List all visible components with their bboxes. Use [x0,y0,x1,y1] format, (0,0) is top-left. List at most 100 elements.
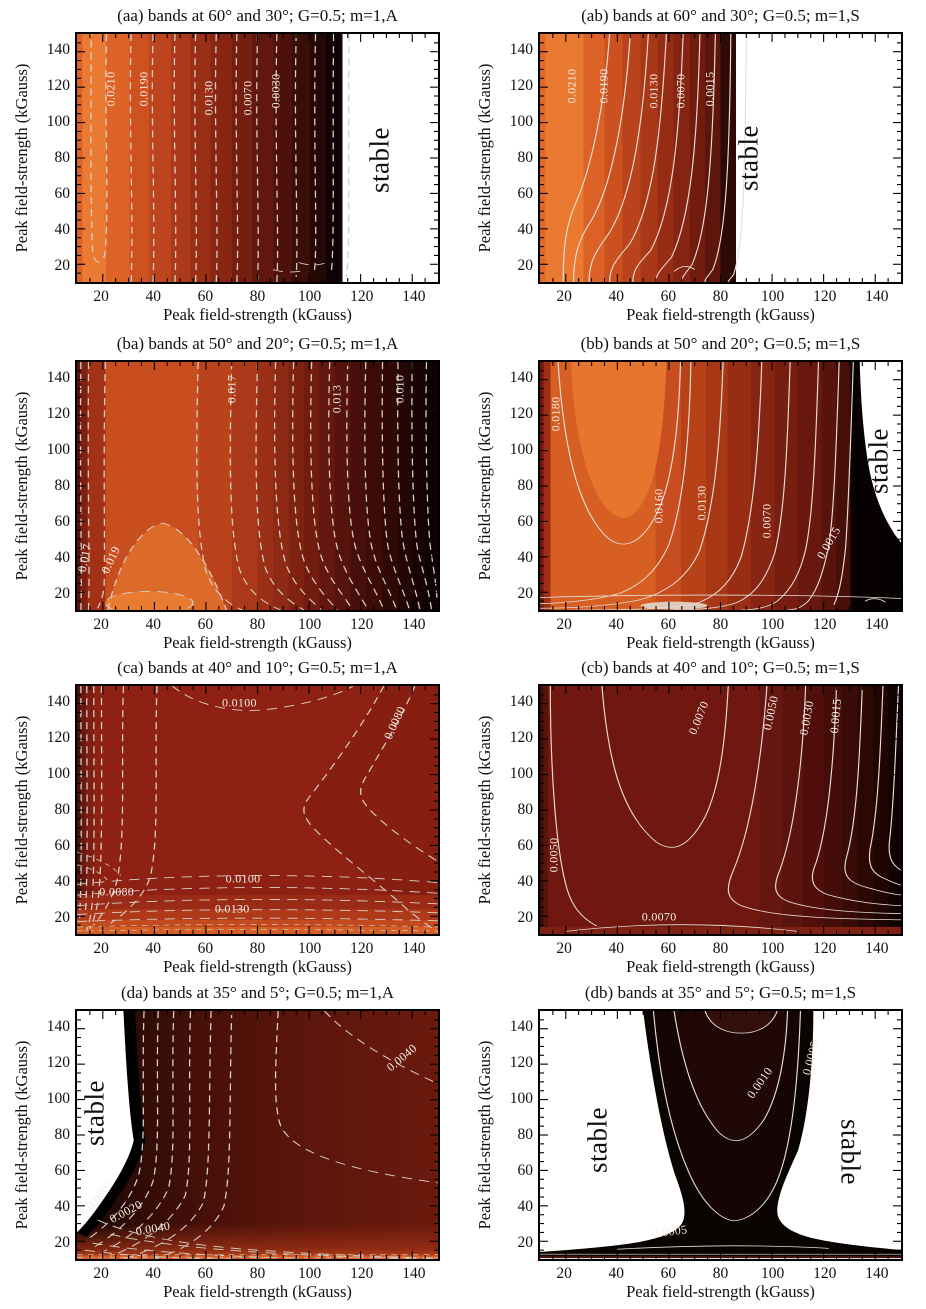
stable-region-label: stable [863,428,894,495]
y-tick-label: 120 [46,405,70,422]
y-tick-label: 100 [509,441,533,458]
y-tick-label: 60 [517,837,534,854]
contour-label: 0.0190 [596,68,611,104]
y-tick-label: 140 [46,369,70,386]
contour-label: 0.0100 [222,695,257,710]
y-tick-label: 100 [46,113,70,130]
y-tick-label: 20 [517,1234,534,1251]
y-tick-label: 80 [54,477,71,494]
contour-label: 0.0070 [641,909,677,924]
x-tick-label: 100 [761,1265,785,1282]
y-tick-label: 100 [46,765,70,782]
contour-label: 0.0210 [103,71,118,106]
x-axis-label: Peak field-strength (kGauss) [163,633,352,652]
contour-plot-ab: 0.0210 0.0190 0.0130 0.0070 0.0015 stable [538,32,903,284]
y-tick-label: 60 [54,185,71,202]
y-tick-label: 60 [54,837,71,854]
panel-title: (ab) bands at 60° and 30°; G=0.5; m=1,S [581,6,860,25]
x-tick-label: 20 [556,616,572,633]
panel-da: (da) bands at 35° and 5°; G=0.5; m=1,A P… [0,979,463,1307]
x-tick-label: 100 [761,616,785,633]
contour-label: 0.0130 [214,901,250,916]
contour-label: 0.0130 [201,81,216,116]
x-axis-label: Peak field-strength (kGauss) [163,305,352,324]
x-tick-label: 20 [556,288,572,305]
x-tick-label: 120 [813,288,837,305]
x-tick-label: 60 [660,1265,677,1282]
x-tick-label: 140 [402,940,426,957]
x-tick-label: 140 [402,616,426,633]
x-tick-label: 60 [197,616,214,633]
x-tick-label: 100 [298,1265,322,1282]
y-axis-ticks: 20 40 60 80 100 120 140 [34,1009,70,1261]
stable-region-label: stable [835,1119,866,1186]
x-tick-label: 40 [145,616,161,633]
x-axis-label: Peak field-strength (kGauss) [626,633,815,652]
x-tick-label: 60 [197,288,214,305]
y-tick-label: 60 [517,513,534,530]
x-tick-label: 80 [712,616,729,633]
x-tick-label: 20 [556,1265,572,1282]
stable-region-label: stable [364,127,395,194]
contour-plot-db: 0.0010 0.0005 0.0005 stable stable [538,1009,903,1261]
y-tick-label: 60 [517,185,534,202]
x-tick-label: 60 [660,940,677,957]
contour-label: 0.0070 [759,503,774,539]
y-axis-ticks: 20 40 60 80 100 120 140 [34,684,70,936]
contour-label: 0.0015 [702,71,717,106]
y-tick-label: 80 [517,1126,534,1143]
x-tick-label: 120 [813,940,837,957]
contour-map-ba [77,362,438,610]
x-tick-label: 120 [813,1265,837,1282]
y-tick-label: 40 [54,1198,71,1215]
y-tick-label: 20 [517,257,534,274]
y-axis-ticks: 20 40 60 80 100 120 140 [497,360,533,612]
y-tick-label: 20 [517,585,534,602]
y-tick-label: 40 [54,221,71,238]
y-axis-ticks: 20 40 60 80 100 120 140 [34,32,70,284]
y-tick-label: 140 [509,693,533,710]
y-tick-label: 120 [46,729,70,746]
y-tick-label: 100 [509,1090,533,1107]
panel-ba: (ba) bands at 50° and 20°; G=0.5; m=1,A … [0,330,463,658]
y-tick-label: 120 [509,405,533,422]
x-tick-label: 40 [608,616,624,633]
y-tick-label: 40 [517,873,534,890]
contour-label: 0.0050 [546,837,561,873]
x-tick-label: 60 [660,616,677,633]
y-tick-label: 120 [46,77,70,94]
y-tick-label: 80 [517,477,534,494]
y-tick-label: 80 [54,801,71,818]
y-tick-label: 100 [46,441,70,458]
y-tick-label: 80 [54,149,71,166]
y-tick-label: 140 [46,1018,70,1035]
y-tick-label: 40 [517,1198,534,1215]
panel-title: (cb) bands at 40° and 10°; G=0.5; m=1,S [581,658,860,677]
x-axis-label: Peak field-strength (kGauss) [626,1282,815,1301]
y-tick-label: 40 [54,549,71,566]
y-tick-label: 120 [46,1054,70,1071]
x-axis-ticks: 20 40 60 80 100 120 140 [538,288,903,306]
x-tick-label: 120 [350,616,374,633]
x-tick-label: 40 [608,288,624,305]
y-tick-label: 60 [54,513,71,530]
contour-label: 0.0070 [673,73,688,109]
x-tick-label: 80 [712,1265,729,1282]
x-axis-label: Peak field-strength (kGauss) [626,305,815,324]
x-tick-label: 40 [608,1265,624,1282]
y-axis-label: Peak field-strength (kGauss) [12,715,31,905]
y-tick-label: 20 [54,1234,71,1251]
y-tick-label: 100 [509,113,533,130]
x-tick-label: 120 [350,1265,374,1282]
contour-map-aa [77,34,438,282]
x-tick-label: 100 [298,616,322,633]
y-tick-label: 120 [509,1054,533,1071]
panel-title: (ca) bands at 40° and 10°; G=0.5; m=1,A [117,658,398,677]
contour-label: 0.0190 [136,71,151,106]
contour-plot-ca: 0.0100 0.0080 0.0080 0.0100 0.0130 [75,684,440,936]
y-tick-label: 80 [517,801,534,818]
panel-title: (aa) bands at 60° and 30°; G=0.5; m=1,A [117,6,398,25]
contour-plot-da: 0.0040 0.0005 0.0020 0.0040 stable [75,1009,440,1261]
panel-title: (db) bands at 35° and 5°; G=0.5; m=1,S [584,983,857,1002]
x-tick-label: 100 [761,288,785,305]
